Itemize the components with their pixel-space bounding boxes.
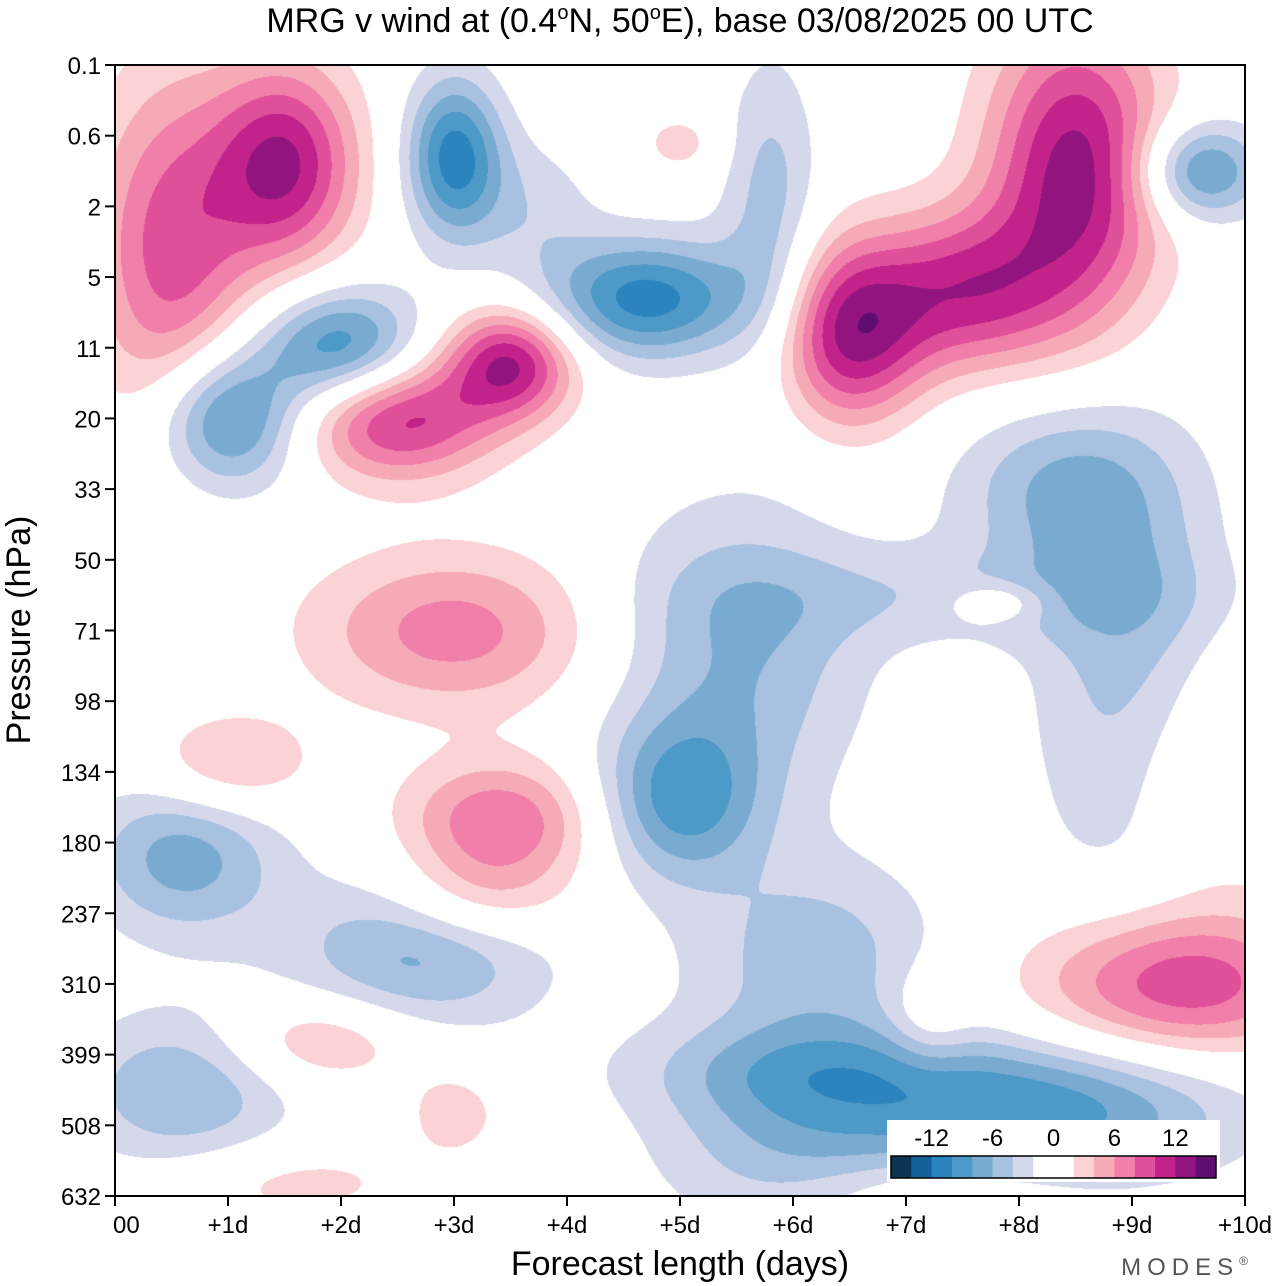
colorbar-swatch	[972, 1156, 994, 1178]
colorbar-swatch	[1094, 1156, 1115, 1178]
y-axis-label: Pressure (hPa)	[0, 516, 38, 745]
colorbar-swatch	[1012, 1156, 1034, 1178]
x-tick-label: +10d	[1218, 1212, 1272, 1239]
x-tick-label: 00	[113, 1212, 140, 1239]
chart-title: MRG v wind at (0.4oN, 50oE), base 03/08/…	[266, 2, 1093, 40]
colorbar-frame	[890, 1155, 1217, 1179]
y-tick-label: 20	[74, 406, 101, 433]
colorbar-label: 0	[1047, 1125, 1060, 1152]
y-tick-label: 11	[76, 336, 101, 363]
wind-field-canvas	[115, 65, 1245, 1196]
brand-logo: MODES®	[1121, 1254, 1248, 1281]
colorbar-swatch	[911, 1156, 933, 1178]
y-tick-label: 5	[88, 265, 101, 292]
colorbar-label: -12	[914, 1125, 949, 1152]
x-tick-label: +3d	[434, 1212, 475, 1239]
y-tick-label: 33	[74, 477, 101, 504]
x-tick-label: +1d	[208, 1212, 249, 1239]
x-axis-label: Forecast length (days)	[511, 1245, 849, 1283]
plot-area	[115, 65, 1245, 1196]
colorbar-swatch	[1155, 1156, 1176, 1178]
colorbar-swatch	[1134, 1156, 1156, 1178]
colorbar: -12 -6 0 6 12	[887, 1120, 1220, 1182]
y-tick-label: 2	[88, 194, 101, 221]
colorbar-swatch	[931, 1156, 953, 1178]
y-tick-label: 632	[61, 1184, 101, 1211]
colorbar-label: 12	[1162, 1125, 1189, 1152]
colorbar-swatch	[1073, 1156, 1095, 1178]
colorbar-swatch	[1033, 1156, 1054, 1178]
y-tick-label: 71	[74, 619, 101, 646]
colorbar-swatch	[891, 1156, 912, 1178]
y-tick-label: 399	[61, 1043, 101, 1070]
x-tick-label: +4d	[547, 1212, 588, 1239]
colorbar-label: 6	[1108, 1125, 1121, 1152]
x-tick-label: +7d	[886, 1212, 927, 1239]
colorbar-swatch	[951, 1156, 973, 1178]
colorbar-label: -6	[982, 1125, 1003, 1152]
colorbar-swatch	[1114, 1156, 1136, 1178]
colorbar-swatch	[992, 1156, 1014, 1178]
y-tick-label: 134	[61, 760, 101, 787]
axes: 0.1 0.6 2 5 11 20 33 50 71 98 134 180 237 310 399 508 63…	[61, 53, 1272, 1239]
x-tick-label: +9d	[1112, 1212, 1153, 1239]
y-tick-label: 0.1	[68, 53, 101, 80]
x-tick-label: +2d	[321, 1212, 362, 1239]
colorbar-swatch	[1195, 1156, 1217, 1178]
y-tick-label: 0.6	[68, 124, 101, 151]
x-tick-label: +8d	[999, 1212, 1040, 1239]
y-tick-label: 180	[61, 831, 101, 858]
y-tick-label: 50	[74, 548, 101, 575]
y-tick-label: 310	[61, 972, 101, 999]
colorbar-swatch	[1175, 1156, 1197, 1178]
x-tick-label: +6d	[773, 1212, 814, 1239]
colorbar-swatch	[1053, 1156, 1075, 1178]
y-tick-label: 98	[74, 689, 101, 716]
x-tick-label: +5d	[660, 1212, 701, 1239]
y-tick-label: 237	[61, 901, 101, 928]
y-tick-label: 508	[61, 1113, 101, 1140]
